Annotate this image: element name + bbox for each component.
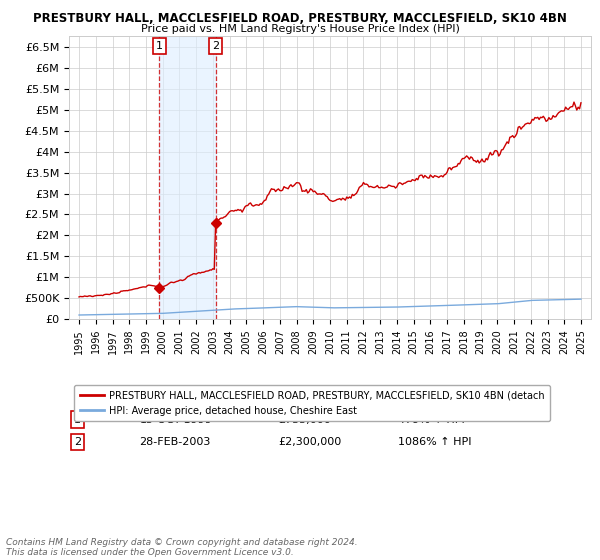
Text: 2: 2 [74, 437, 82, 447]
Text: 15-OCT-1999: 15-OCT-1999 [139, 414, 212, 424]
Text: Price paid vs. HM Land Registry's House Price Index (HPI): Price paid vs. HM Land Registry's House … [140, 24, 460, 34]
Legend: PRESTBURY HALL, MACCLESFIELD ROAD, PRESTBURY, MACCLESFIELD, SK10 4BN (detach, HP: PRESTBURY HALL, MACCLESFIELD ROAD, PREST… [74, 385, 550, 421]
Text: PRESTBURY HALL, MACCLESFIELD ROAD, PRESTBURY, MACCLESFIELD, SK10 4BN: PRESTBURY HALL, MACCLESFIELD ROAD, PREST… [33, 12, 567, 25]
Text: 1: 1 [74, 414, 81, 424]
Text: 1086% ↑ HPI: 1086% ↑ HPI [398, 437, 472, 447]
Text: Contains HM Land Registry data © Crown copyright and database right 2024.
This d: Contains HM Land Registry data © Crown c… [6, 538, 358, 557]
Text: £2,300,000: £2,300,000 [278, 437, 341, 447]
Text: 1: 1 [155, 41, 163, 52]
Text: 479% ↑ HPI: 479% ↑ HPI [398, 414, 464, 424]
Text: 2: 2 [212, 41, 219, 52]
Bar [159, 36, 215, 319]
Text: 28-FEB-2003: 28-FEB-2003 [139, 437, 211, 447]
Text: £735,000: £735,000 [278, 414, 331, 424]
